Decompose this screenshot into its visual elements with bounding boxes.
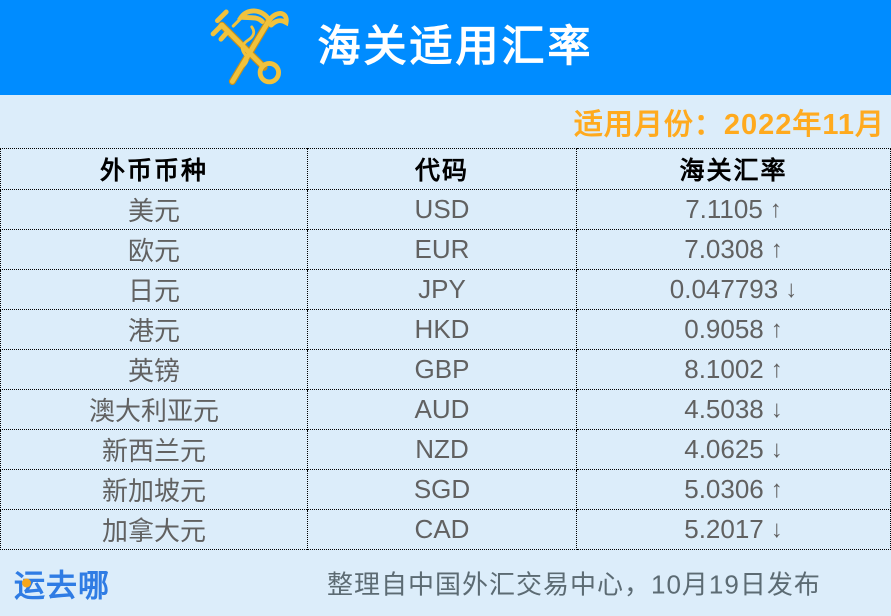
rate-value: 0.9058 bbox=[684, 314, 764, 344]
currency-cell: 日元 bbox=[0, 270, 307, 310]
rate-value: 7.1105 bbox=[685, 194, 763, 224]
yunquna-logo: 运去哪 bbox=[14, 561, 110, 606]
rate-cell: 4.0625 ↓ bbox=[577, 430, 891, 470]
rate-value: 5.2017 bbox=[684, 514, 764, 544]
rate-value: 5.0306 bbox=[684, 474, 764, 504]
table-body: 美元 USD 7.1105 ↑ 欧元 EUR 7.0308 ↑ 日元 JPY 0.047793 ↓ 港元… bbox=[0, 190, 891, 550]
footer: 运去哪 整理自中国外汇交易中心，10月19日发布 bbox=[0, 550, 891, 616]
rate-cell: 0.9058 ↑ bbox=[577, 310, 891, 350]
currency-cell: 美元 bbox=[0, 190, 307, 230]
rate-cell: 5.2017 ↓ bbox=[577, 510, 891, 550]
rate-cell: 0.047793 ↓ bbox=[577, 270, 891, 310]
trend-up-arrow-icon: ↑ bbox=[770, 315, 783, 343]
code-cell: JPY bbox=[307, 270, 577, 310]
trend-up-arrow-icon: ↑ bbox=[770, 235, 783, 263]
currency-cell: 新加坡元 bbox=[0, 470, 307, 510]
trend-up-arrow-icon: ↑ bbox=[770, 355, 783, 383]
currency-cell: 加拿大元 bbox=[0, 510, 307, 550]
trend-down-arrow-icon: ↓ bbox=[785, 275, 798, 303]
trend-up-arrow-icon: ↑ bbox=[770, 475, 783, 503]
table-row: 加拿大元 CAD 5.2017 ↓ bbox=[0, 510, 891, 550]
rate-cell: 7.1105 ↑ bbox=[577, 190, 891, 230]
table-row: 新西兰元 NZD 4.0625 ↓ bbox=[0, 430, 891, 470]
header-content: 海关适用汇率 bbox=[198, 4, 594, 92]
rate-value: 8.1002 bbox=[684, 354, 764, 384]
code-cell: HKD bbox=[307, 310, 577, 350]
code-cell: EUR bbox=[307, 230, 577, 270]
table-row: 美元 USD 7.1105 ↑ bbox=[0, 190, 891, 230]
code-cell: NZD bbox=[307, 430, 577, 470]
period-label: 适用月份：2022年11月 bbox=[573, 108, 885, 141]
rate-value: 4.0625 bbox=[684, 434, 764, 464]
table-row: 英镑 GBP 8.1002 ↑ bbox=[0, 350, 891, 390]
column-header-rate: 海关汇率 bbox=[577, 148, 891, 190]
rate-cell: 7.0308 ↑ bbox=[577, 230, 891, 270]
rate-cell: 5.0306 ↑ bbox=[577, 470, 891, 510]
currency-cell: 欧元 bbox=[0, 230, 307, 270]
table-row: 日元 JPY 0.047793 ↓ bbox=[0, 270, 891, 310]
period-banner: 适用月份：2022年11月 bbox=[0, 95, 891, 148]
trend-down-arrow-icon: ↓ bbox=[770, 515, 783, 543]
code-cell: GBP bbox=[307, 350, 577, 390]
trend-down-arrow-icon: ↓ bbox=[770, 435, 783, 463]
rate-cell: 8.1002 ↑ bbox=[577, 350, 891, 390]
currency-cell: 英镑 bbox=[0, 350, 307, 390]
table-row: 新加坡元 SGD 5.0306 ↑ bbox=[0, 470, 891, 510]
currency-cell: 澳大利亚元 bbox=[0, 390, 307, 430]
table-row: 澳大利亚元 AUD 4.5038 ↓ bbox=[0, 390, 891, 430]
table-row: 港元 HKD 0.9058 ↑ bbox=[0, 310, 891, 350]
customs-emblem-icon bbox=[198, 4, 302, 92]
currency-cell: 新西兰元 bbox=[0, 430, 307, 470]
logo-dot-icon bbox=[22, 578, 31, 588]
trend-up-arrow-icon: ↑ bbox=[769, 195, 782, 223]
rate-cell: 4.5038 ↓ bbox=[577, 390, 891, 430]
source-note: 整理自中国外汇交易中心，10月19日发布 bbox=[327, 569, 821, 600]
column-header-currency: 外币币种 bbox=[0, 148, 307, 190]
table-row: 欧元 EUR 7.0308 ↑ bbox=[0, 230, 891, 270]
code-cell: USD bbox=[307, 190, 577, 230]
trend-down-arrow-icon: ↓ bbox=[770, 395, 783, 423]
rate-value: 7.0308 bbox=[684, 234, 764, 264]
currency-cell: 港元 bbox=[0, 310, 307, 350]
code-cell: SGD bbox=[307, 470, 577, 510]
rate-value: 0.047793 bbox=[669, 274, 779, 304]
header-banner: 海关适用汇率 bbox=[0, 0, 891, 95]
code-cell: CAD bbox=[307, 510, 577, 550]
rate-value: 4.5038 bbox=[684, 394, 764, 424]
rates-table: 外币币种 代码 海关汇率 美元 USD 7.1105 ↑ 欧元 EUR 7.0308 ↑ 日元 J… bbox=[0, 148, 891, 550]
table-header-row: 外币币种 代码 海关汇率 bbox=[0, 148, 891, 190]
column-header-code: 代码 bbox=[307, 148, 577, 190]
page-title: 海关适用汇率 bbox=[317, 23, 594, 71]
code-cell: AUD bbox=[307, 390, 577, 430]
